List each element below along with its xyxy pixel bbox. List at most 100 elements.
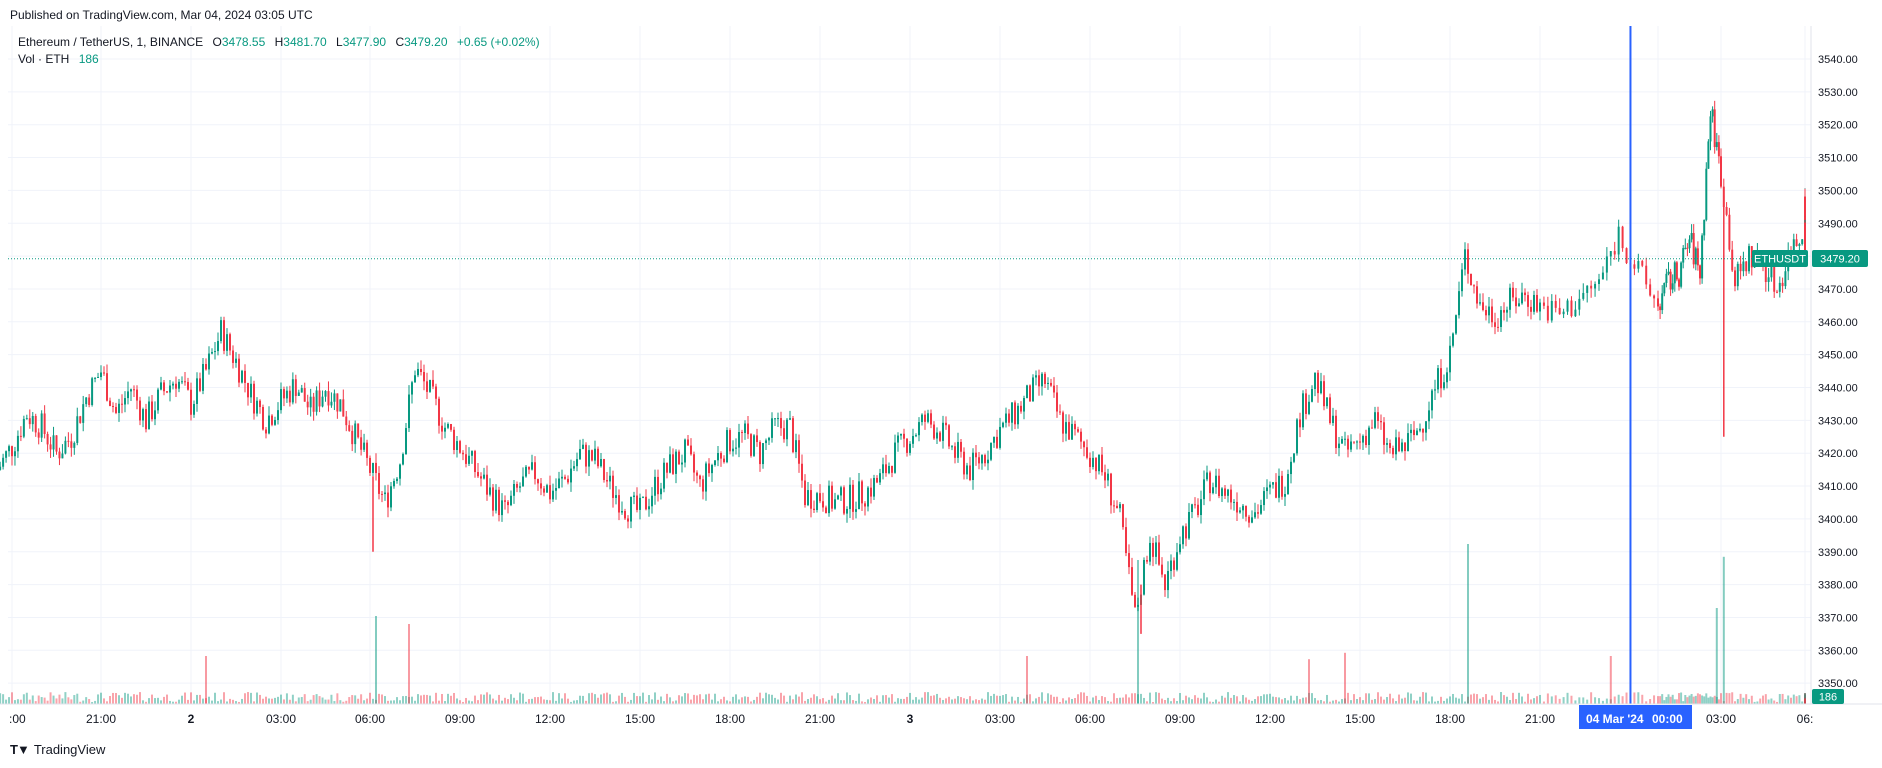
candle-body: [705, 463, 707, 492]
time-axis[interactable]: :00 21:00 2 03:00 06:00 09:00 12:00 15:00 18:00 2…: [9, 712, 1813, 726]
volume-bar: [1473, 693, 1475, 704]
volume-bar: [1633, 692, 1636, 704]
volume-bar: [1437, 700, 1439, 704]
volume-bar: [726, 700, 728, 704]
volume-bar: [73, 695, 76, 704]
volume-bar: [163, 696, 165, 704]
price-tag-symbol-bg: [1752, 250, 1808, 267]
candle-body: [528, 466, 530, 470]
volume-bar: [1578, 697, 1581, 704]
volume-bar: [1657, 696, 1659, 704]
volume-bar: [1663, 700, 1666, 704]
candle-body: [369, 457, 371, 473]
candle-body: [588, 450, 590, 467]
volume-bar: [217, 701, 219, 704]
candle-body: [1479, 302, 1481, 304]
volume-bar: [777, 699, 779, 704]
volume-bar: [1023, 698, 1025, 704]
candle-body: [396, 478, 398, 481]
candle-body: [2, 457, 5, 467]
volume-bar: [178, 699, 180, 704]
candle-body: [582, 444, 584, 449]
open-label: O: [212, 35, 222, 49]
volume-bar: [160, 700, 162, 704]
candle-body: [148, 401, 150, 430]
volume-bar: [642, 692, 644, 704]
volume-bar: [1739, 693, 1742, 704]
volume-bar: [1269, 693, 1271, 704]
volume-bar: [1665, 696, 1668, 704]
candle-body: [1773, 265, 1776, 292]
candle-body: [1554, 300, 1557, 308]
candle-body: [1113, 505, 1115, 507]
volume-bar: [52, 695, 55, 704]
volume-bar: [40, 697, 43, 704]
candle-body: [1717, 142, 1720, 157]
candle-body: [429, 379, 431, 392]
candle-body: [648, 506, 650, 510]
volume-bar: [1753, 701, 1756, 704]
candle-body: [888, 465, 890, 474]
footer-brand[interactable]: T▼ TradingView: [10, 742, 105, 757]
volume-bar: [969, 696, 971, 704]
volume-label[interactable]: Vol · ETH: [18, 52, 70, 66]
volume-bar: [1554, 695, 1557, 704]
candle-body: [1645, 265, 1648, 285]
candle-body: [154, 410, 156, 420]
candle-body: [1254, 512, 1256, 518]
price-chart[interactable]: 3540.00 3530.00 3520.00 3510.00 3500.00 3490.…: [0, 26, 1882, 729]
volume-bar: [786, 701, 788, 704]
candle-body: [1416, 430, 1418, 436]
candle-body: [438, 398, 440, 426]
volume-bar: [1488, 699, 1490, 704]
candle-body: [268, 415, 270, 434]
volume-bar: [534, 697, 536, 704]
volume-bar: [666, 693, 668, 704]
candle-body: [372, 462, 374, 473]
volume-bar: [25, 692, 28, 704]
candle-body: [531, 462, 533, 470]
candle-body: [357, 423, 360, 438]
chart-grid: [8, 26, 1811, 704]
volume-bar: [1778, 694, 1781, 704]
volume-bar: [1134, 693, 1136, 704]
candle-body: [184, 381, 186, 383]
candle-body: [1688, 239, 1691, 249]
candle-body: [34, 415, 37, 433]
candle-body: [672, 454, 674, 474]
volume-bar: [471, 701, 473, 704]
volume-bar: [1736, 699, 1739, 704]
candle-body: [1287, 474, 1289, 495]
candle-body: [621, 511, 623, 513]
candle-body: [771, 418, 773, 438]
volume-bar: [1068, 697, 1070, 704]
symbol-label[interactable]: Ethereum / TetherUS, 1, BINANCE: [18, 35, 204, 49]
candle-body: [294, 379, 297, 396]
volume-bar: [172, 701, 174, 704]
candle-body: [780, 418, 782, 429]
candle-body: [1080, 431, 1082, 442]
candle-body: [79, 416, 82, 423]
volume-bar: [1479, 698, 1481, 704]
candle-body: [1641, 261, 1644, 266]
volume-bar: [1558, 698, 1561, 704]
price-tag: ETHUSDT 3479.20: [1752, 250, 1868, 267]
volume-bar: [1745, 694, 1748, 704]
candle-body: [459, 441, 461, 453]
volume-bar: [669, 697, 671, 704]
volume-bar: [100, 692, 102, 704]
volume-bar: [1170, 701, 1172, 704]
volume-bar: [1690, 693, 1693, 704]
volume-bar: [94, 700, 97, 704]
candle-body: [777, 418, 779, 420]
price-axis[interactable]: 3540.00 3530.00 3520.00 3510.00 3500.00 3490.…: [1818, 54, 1858, 690]
candle-body: [223, 320, 225, 351]
candle-body: [49, 444, 52, 450]
open-value: 3478.55: [221, 35, 266, 49]
candle-body: [1705, 168, 1708, 220]
candle-body: [271, 415, 273, 425]
candle-body: [327, 391, 330, 406]
volume-bar: [1395, 701, 1397, 704]
candle-body: [70, 441, 73, 448]
volume-bar: [1350, 700, 1352, 704]
